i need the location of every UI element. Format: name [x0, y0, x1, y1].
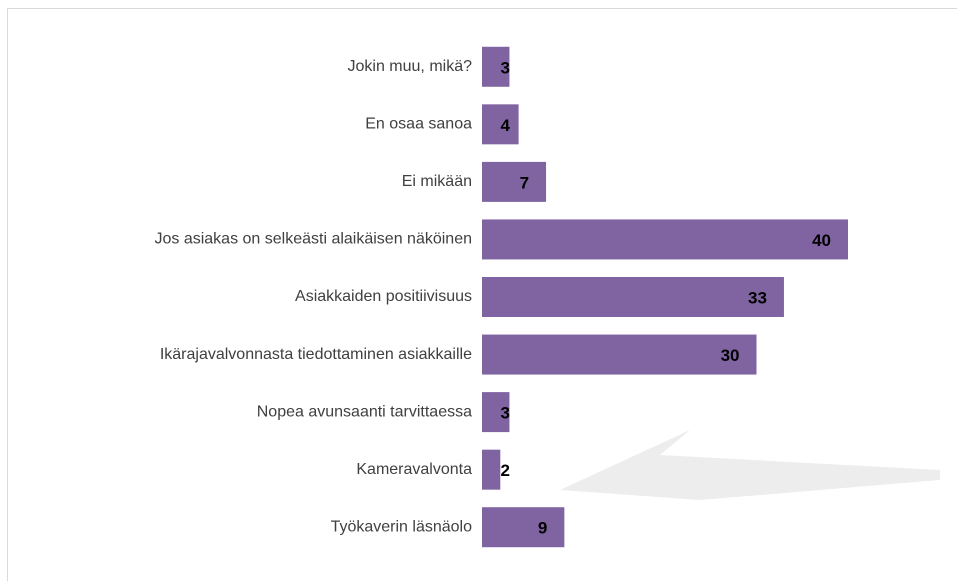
bar [482, 392, 510, 433]
bar [482, 46, 510, 87]
bar [482, 104, 519, 145]
category-label: Työkaverin läsnäolo [331, 518, 473, 535]
category-label: Jokin muu, mikä? [348, 58, 473, 75]
data-label: 4 [501, 116, 511, 135]
bar [482, 334, 757, 375]
data-label: 2 [501, 461, 510, 480]
bar [482, 161, 547, 202]
data-label: 33 [748, 288, 767, 307]
category-label: En osaa sanoa [365, 116, 472, 133]
data-label: 3 [501, 404, 510, 423]
chart-frame [7, 8, 957, 581]
data-label: 30 [721, 346, 740, 365]
bar [482, 219, 848, 260]
category-label: Asiakkaiden positiivisuus [295, 288, 472, 305]
category-label: Kameravalvonta [356, 461, 472, 478]
data-label: 3 [501, 58, 510, 77]
bar [482, 277, 784, 317]
data-label: 40 [812, 231, 831, 250]
category-label: Ikärajavalvonnasta tiedottaminen asiakka… [160, 346, 472, 363]
bar [482, 449, 501, 490]
background-swoosh [560, 430, 940, 500]
bar [482, 507, 565, 548]
category-label: Jos asiakas on selkeästi alaikäisen näkö… [154, 231, 472, 248]
data-label: 7 [520, 173, 529, 192]
category-label: Nopea avunsaanti tarvittaessa [257, 403, 472, 420]
category-label: Ei mikään [402, 173, 472, 190]
data-label: 9 [538, 519, 547, 538]
